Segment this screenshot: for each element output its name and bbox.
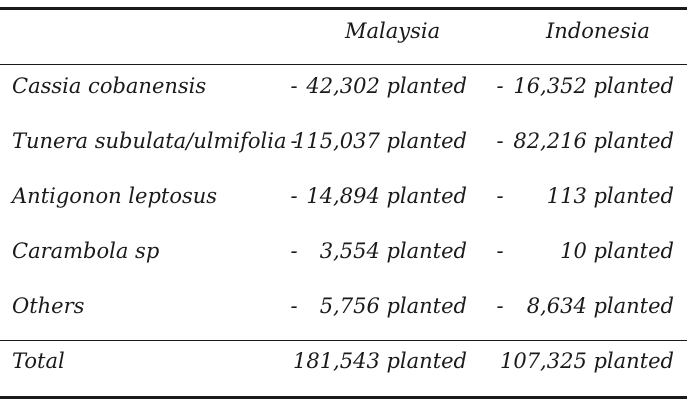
row-value-malaysia: 14,894 planted xyxy=(306,184,467,208)
column-header-malaysia: Malaysia xyxy=(345,19,441,43)
row-value-malaysia: 3,554 planted xyxy=(319,239,467,263)
row-value-indonesia: 82,216 planted xyxy=(513,129,674,153)
row-dash-malaysia: - xyxy=(290,294,298,318)
row-dash-malaysia: - xyxy=(290,239,298,263)
row-dash-indonesia: - xyxy=(496,129,504,153)
row-dash-indonesia: - xyxy=(496,74,504,98)
row-label: Cassia cobanensis xyxy=(12,74,207,98)
total-label: Total xyxy=(12,349,65,373)
row-label: Carambola sp xyxy=(12,239,160,263)
row-label: Others xyxy=(12,294,85,318)
row-value-malaysia: 5,756 planted xyxy=(319,294,467,318)
total-value-indonesia: 107,325 planted xyxy=(499,349,674,373)
row-label: Tunera subulata/ulmifolia xyxy=(12,129,287,153)
row-dash-indonesia: - xyxy=(496,294,504,318)
header-rule xyxy=(0,64,687,65)
row-dash-indonesia: - xyxy=(496,239,504,263)
table-bottom-rule xyxy=(0,396,687,399)
table-top-rule xyxy=(0,7,687,10)
row-value-indonesia: 113 planted xyxy=(546,184,674,208)
total-rule xyxy=(0,340,687,341)
row-label: Antigonon leptosus xyxy=(12,184,218,208)
row-value-indonesia: 10 planted xyxy=(560,239,674,263)
row-dash-malaysia: - xyxy=(290,74,298,98)
row-value-malaysia: 42,302 planted xyxy=(306,74,467,98)
row-value-malaysia: 115,037 planted xyxy=(292,129,467,153)
row-value-indonesia: 16,352 planted xyxy=(513,74,674,98)
row-value-indonesia: 8,634 planted xyxy=(526,294,674,318)
total-value-malaysia: 181,543 planted xyxy=(292,349,467,373)
row-dash-indonesia: - xyxy=(496,184,504,208)
row-dash-malaysia: - xyxy=(290,184,298,208)
row-dash-malaysia: - xyxy=(290,129,298,153)
column-header-indonesia: Indonesia xyxy=(546,19,650,43)
